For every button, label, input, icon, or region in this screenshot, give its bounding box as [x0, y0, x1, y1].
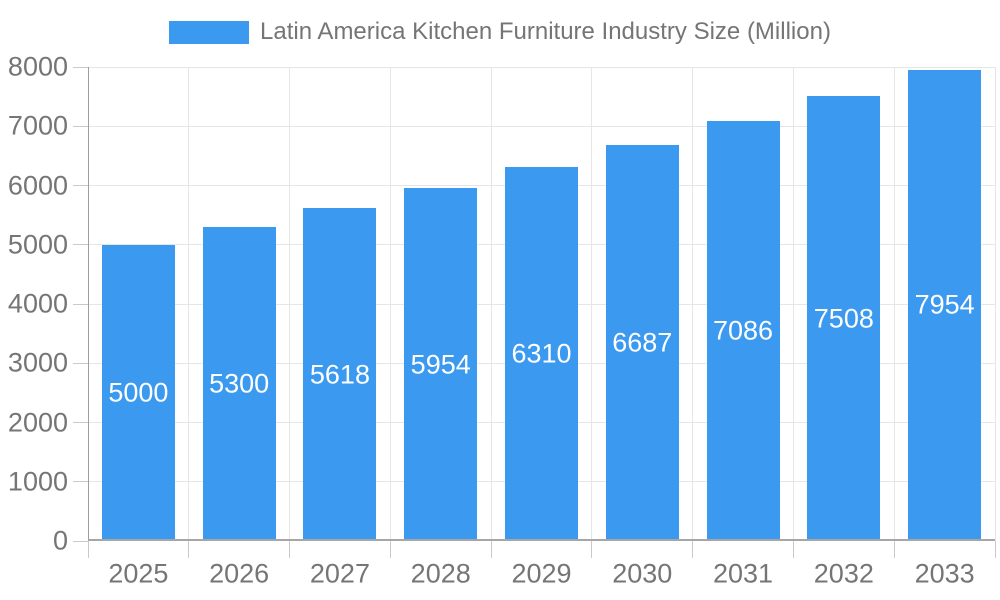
y-axis-tick-label: 4000 — [7, 288, 68, 319]
y-axis-tick-label: 3000 — [7, 347, 68, 378]
gridline-vertical — [792, 67, 794, 541]
bar-value-label: 6310 — [511, 338, 572, 369]
bar-2025[interactable]: 5000 — [101, 244, 175, 541]
gridline-vertical — [490, 67, 492, 541]
y-axis-tick-label: 8000 — [7, 51, 68, 82]
legend-item[interactable]: Latin America Kitchen Furniture Industry… — [169, 18, 831, 46]
y-tick — [73, 244, 88, 246]
bar-value-label: 5300 — [209, 368, 270, 399]
x-axis-tick-label: 2029 — [511, 558, 572, 589]
legend-swatch-icon — [169, 20, 250, 44]
x-axis-tick-label: 2028 — [410, 558, 471, 589]
x-tick — [289, 541, 291, 558]
y-axis-tick-label: 6000 — [7, 170, 68, 200]
bar-value-label: 6687 — [612, 327, 673, 358]
y-axis-labels: 0 1000 2000 3000 4000 5000 6000 7000 8000 — [0, 52, 78, 556]
x-axis-tick-label: 2033 — [914, 558, 975, 589]
x-tick — [792, 541, 794, 558]
gridline-vertical — [994, 67, 996, 541]
bar-value-label: 5000 — [108, 377, 169, 408]
y-tick — [73, 540, 88, 542]
bar-2028[interactable]: 5954 — [404, 188, 478, 541]
y-axis-tick-label: 1000 — [7, 466, 68, 497]
x-tick — [893, 541, 895, 558]
bar-2030[interactable]: 6687 — [605, 144, 679, 541]
y-tick — [73, 481, 88, 483]
y-axis-tick-label: 5000 — [7, 229, 68, 260]
gridline-vertical — [188, 67, 190, 541]
bar-value-label: 7954 — [914, 289, 975, 320]
y-tick — [73, 362, 88, 364]
x-tick — [994, 541, 996, 558]
bar-2032[interactable]: 7508 — [807, 96, 881, 541]
y-axis-line — [88, 67, 89, 541]
x-axis-tick-label: 2030 — [612, 558, 673, 589]
gridline-vertical — [289, 67, 291, 541]
bar-2029[interactable]: 6310 — [505, 167, 578, 541]
y-axis-tick-label: 7000 — [7, 110, 68, 141]
bar-value-label: 7086 — [713, 315, 774, 346]
chart-legend: Latin America Kitchen Furniture Industry… — [0, 18, 1000, 46]
x-axis-tick-label: 2025 — [108, 558, 169, 589]
y-axis-tick-label: 0 — [52, 525, 68, 556]
y-tick — [73, 125, 88, 127]
y-tick — [73, 422, 88, 423]
x-tick — [87, 541, 89, 558]
bar-value-label: 5618 — [309, 359, 370, 390]
x-axis-tick-label: 2032 — [813, 558, 874, 589]
x-axis-tick-label: 2027 — [309, 558, 370, 589]
y-tick — [73, 185, 88, 186]
y-axis-tick-label: 2000 — [7, 407, 68, 437]
bar-2027[interactable]: 5618 — [303, 208, 377, 541]
x-tick — [389, 541, 391, 558]
x-axis-tick-label: 2031 — [713, 558, 774, 589]
legend-label: Latin America Kitchen Furniture Industry… — [260, 18, 831, 45]
y-tick — [73, 66, 88, 68]
gridline-vertical — [591, 67, 593, 541]
bar-value-label: 5954 — [410, 349, 471, 380]
plot-area: 5000 5300 5618 5954 6310 6687 7086 7508 7954 202… — [73, 66, 996, 589]
x-tick — [188, 541, 190, 558]
gridline-horizontal — [88, 125, 995, 127]
gridline-vertical — [893, 67, 895, 541]
gridline-vertical — [692, 67, 694, 541]
x-tick — [591, 541, 593, 558]
gridline-horizontal — [88, 66, 995, 68]
y-tick — [73, 303, 88, 305]
bar-value-label: 7508 — [813, 303, 874, 334]
bar-2026[interactable]: 5300 — [202, 226, 276, 541]
x-tick — [692, 541, 694, 558]
gridline-vertical — [389, 67, 391, 541]
x-axis-tick-label: 2026 — [209, 558, 270, 589]
bar-2033[interactable]: 7954 — [908, 69, 982, 541]
bar-2031[interactable]: 7086 — [706, 121, 780, 541]
x-axis-line — [88, 539, 995, 541]
x-tick — [490, 541, 492, 558]
